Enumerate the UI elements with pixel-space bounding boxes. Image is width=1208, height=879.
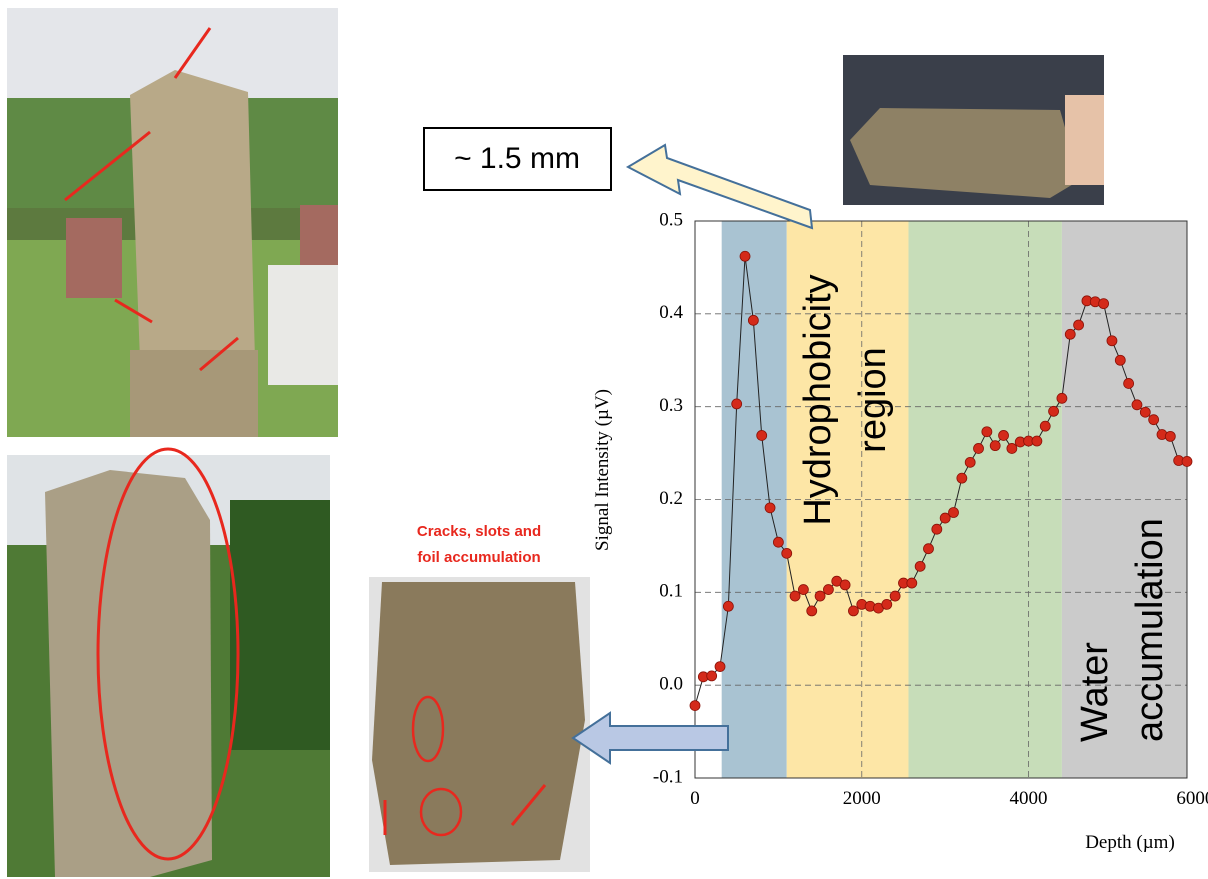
data-point — [1098, 298, 1110, 310]
data-point — [764, 502, 776, 514]
plot-frame — [694, 220, 1188, 779]
data-point — [789, 590, 801, 602]
data-point — [848, 605, 859, 617]
data-point — [1039, 420, 1051, 432]
data-point — [839, 579, 851, 591]
region-label: region — [852, 347, 894, 453]
x-tick-label: 4000 — [1010, 788, 1048, 809]
x-tick-label: 6000 — [1176, 788, 1208, 809]
data-point — [1139, 406, 1151, 418]
y-tick-label: 0.4 — [659, 302, 683, 323]
data-point — [989, 440, 1001, 452]
data-point — [706, 670, 718, 682]
data-point — [1048, 405, 1059, 417]
data-point — [1056, 392, 1068, 404]
data-point — [956, 472, 968, 484]
data-point — [739, 250, 751, 262]
arrow-to-fragment — [571, 711, 729, 765]
data-point — [881, 599, 893, 610]
region-label: Hydrophobicity — [797, 274, 839, 525]
series-line — [694, 256, 1188, 706]
data-point — [973, 443, 984, 454]
data-point — [948, 507, 959, 518]
data-point — [747, 314, 759, 326]
data-point — [1073, 319, 1084, 331]
scale-label: ~ 1.5 mm — [454, 142, 580, 175]
data-point — [689, 700, 701, 711]
data-point — [714, 661, 726, 672]
y-tick-label: -0.1 — [653, 766, 683, 787]
data-point — [756, 430, 768, 441]
photo-weathered-stone — [7, 447, 330, 877]
x-axis-label: Depth (µm) — [1085, 832, 1175, 853]
photo-slab — [843, 55, 1104, 205]
data-point — [1006, 443, 1018, 454]
x-tick-label: 0 — [690, 788, 700, 809]
y-tick-label: 0.2 — [659, 488, 683, 509]
data-point — [823, 584, 834, 595]
data-point — [781, 547, 793, 559]
data-point — [1114, 354, 1126, 366]
data-point — [1106, 335, 1118, 347]
data-point — [1031, 435, 1043, 447]
y-axis-label: Signal Intensity (µV) — [592, 389, 613, 551]
plot: 0.5 0.4 0.3 0.2 0.1 0.0 -0.1 0 2000 4000 6000 Hydro… — [653, 209, 1208, 809]
crack-note: foil accumulation — [417, 549, 540, 566]
data-point — [1164, 430, 1176, 442]
photo-monument — [7, 8, 338, 437]
data-point — [772, 536, 784, 548]
region-label: Water — [1074, 642, 1116, 742]
data-point — [889, 590, 901, 602]
data-point — [722, 600, 734, 612]
data-point — [814, 590, 826, 602]
data-point — [798, 584, 809, 595]
data-point — [1123, 378, 1135, 389]
scale-box — [423, 127, 612, 191]
data-point — [1064, 328, 1076, 340]
y-tick-label: 0.1 — [659, 581, 683, 602]
data-point — [939, 512, 951, 524]
x-tick-label: 2000 — [843, 788, 881, 809]
y-tick-label: 0.3 — [659, 395, 683, 416]
data-point — [914, 560, 926, 572]
data-point — [998, 430, 1009, 441]
data-point — [1148, 414, 1160, 426]
y-tick-label: 0.0 — [659, 674, 683, 695]
crack-note: Cracks, slots and — [417, 523, 541, 540]
data-point — [806, 605, 818, 617]
data-point — [981, 426, 993, 438]
data-point — [1131, 399, 1143, 411]
data-point — [923, 543, 934, 555]
y-tick-label: 0.5 — [659, 209, 683, 230]
region-label: accumulation — [1129, 518, 1171, 742]
data-point — [731, 398, 743, 410]
data-point — [906, 577, 918, 589]
arrow-to-scale — [625, 143, 814, 230]
photo-stone-fragment — [369, 577, 590, 872]
data-point — [1181, 456, 1193, 467]
data-point — [931, 523, 943, 535]
data-point — [964, 456, 976, 468]
